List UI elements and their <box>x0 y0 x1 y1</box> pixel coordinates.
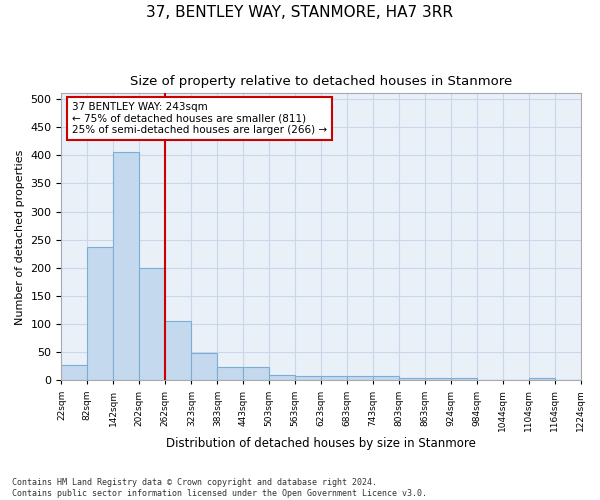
Bar <box>113 152 139 380</box>
Bar <box>165 322 191 380</box>
X-axis label: Distribution of detached houses by size in Stanmore: Distribution of detached houses by size … <box>166 437 476 450</box>
Bar <box>61 365 88 380</box>
Bar <box>88 247 113 380</box>
Bar <box>373 376 398 380</box>
Text: Contains HM Land Registry data © Crown copyright and database right 2024.
Contai: Contains HM Land Registry data © Crown c… <box>12 478 427 498</box>
Bar <box>321 376 347 380</box>
Bar <box>243 368 269 380</box>
Bar <box>139 268 165 380</box>
Bar <box>347 376 373 380</box>
Bar <box>451 378 477 380</box>
Bar <box>425 378 451 380</box>
Bar <box>191 353 217 380</box>
Text: 37, BENTLEY WAY, STANMORE, HA7 3RR: 37, BENTLEY WAY, STANMORE, HA7 3RR <box>146 5 454 20</box>
Bar <box>529 378 554 380</box>
Title: Size of property relative to detached houses in Stanmore: Size of property relative to detached ho… <box>130 75 512 88</box>
Bar <box>295 376 321 380</box>
Bar <box>398 378 425 380</box>
Bar <box>217 368 243 380</box>
Y-axis label: Number of detached properties: Number of detached properties <box>15 149 25 324</box>
Text: 37 BENTLEY WAY: 243sqm
← 75% of detached houses are smaller (811)
25% of semi-de: 37 BENTLEY WAY: 243sqm ← 75% of detached… <box>72 102 327 135</box>
Bar <box>269 375 295 380</box>
